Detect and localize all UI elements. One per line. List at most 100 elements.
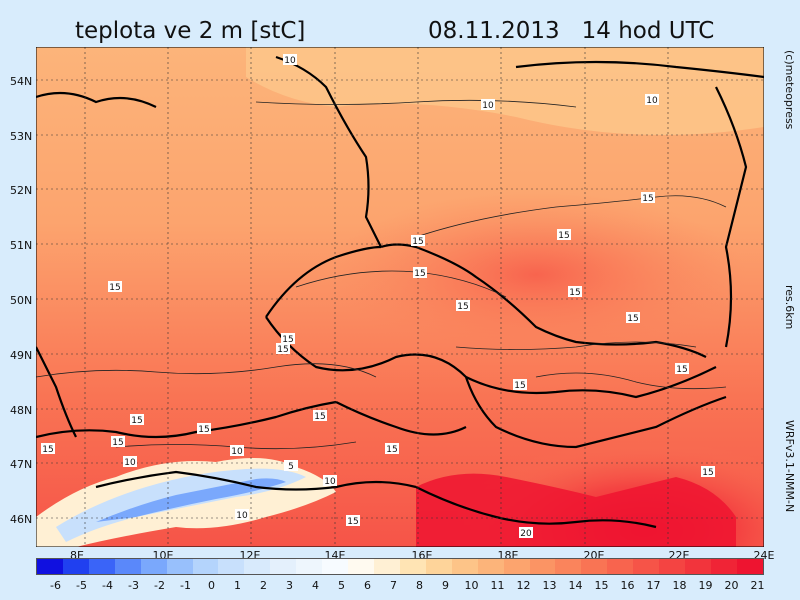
color-legend-swatch xyxy=(710,559,737,574)
color-legend-swatch xyxy=(62,559,89,574)
contour-label: 15 xyxy=(314,412,325,422)
color-legend-swatch xyxy=(37,559,63,574)
color-legend-label: 17 xyxy=(646,579,661,592)
contour-label: 15 xyxy=(386,445,397,455)
contour-label: 15 xyxy=(627,314,638,324)
contour-label: 15 xyxy=(414,269,425,279)
contour-label: 15 xyxy=(131,416,142,426)
color-legend-label: 7 xyxy=(390,579,397,592)
contour-label: 15 xyxy=(558,231,569,241)
color-legend-label: 6 xyxy=(364,579,371,592)
color-legend-label: 3 xyxy=(286,579,293,592)
contour-label: 10 xyxy=(646,96,658,106)
contour-label: 15 xyxy=(42,445,53,455)
warm-central-zone xyxy=(176,167,764,407)
color-legend-swatch xyxy=(322,559,349,574)
isotherm-lines xyxy=(36,99,727,450)
contour-label: 15 xyxy=(412,237,423,247)
contour-label: 15 xyxy=(642,194,653,204)
temperature-map: 10 10 10 15 15 15 15 15 15 15 15 15 15 1… xyxy=(36,47,764,547)
color-legend-label: 21 xyxy=(750,579,765,592)
lat-label-54n: 54N xyxy=(10,75,33,88)
contour-label: 15 xyxy=(277,345,288,355)
map-datetime: 08.11.2013 14 hod UTC xyxy=(428,18,715,44)
color-legend-swatch xyxy=(348,559,374,574)
color-legend-swatch xyxy=(529,559,556,574)
contour-label: 15 xyxy=(569,288,580,298)
color-legend-bar xyxy=(36,558,764,575)
contour-label: 15 xyxy=(676,365,687,375)
contour-label: 10 xyxy=(284,56,296,66)
color-legend-swatch xyxy=(114,559,141,574)
color-legend-label: -1 xyxy=(180,579,191,592)
color-legend-label: 8 xyxy=(416,579,423,592)
color-legend-label: 15 xyxy=(594,579,609,592)
contour-label: 15 xyxy=(282,335,293,345)
contour-label: 15 xyxy=(514,381,525,391)
contour-label: 15 xyxy=(457,302,468,312)
color-legend-label: 4 xyxy=(312,579,319,592)
color-legend-label: 2 xyxy=(260,579,267,592)
color-legend-swatch xyxy=(270,559,297,574)
lat-label-50n: 50N xyxy=(10,294,33,307)
copyright-label: (c)meteopress xyxy=(783,50,796,130)
color-legend-swatch xyxy=(296,559,323,574)
color-legend-label: -5 xyxy=(76,579,87,592)
color-legend-swatch xyxy=(503,559,530,574)
country-borders xyxy=(36,55,764,529)
lat-label-51n: 51N xyxy=(10,239,33,252)
alps-coldest-zone xyxy=(96,478,286,522)
contour-label: 5 xyxy=(288,462,294,472)
color-legend-label: -4 xyxy=(102,579,113,592)
lat-label-49n: 49N xyxy=(10,349,33,362)
color-legend-label: -3 xyxy=(128,579,139,592)
color-legend-label: 1 xyxy=(234,579,241,592)
lat-label-46n: 46N xyxy=(10,513,33,526)
resolution-label: res.6km xyxy=(783,285,796,330)
color-legend-swatch xyxy=(218,559,245,574)
contour-label: 10 xyxy=(231,447,243,457)
color-legend-swatch xyxy=(555,559,582,574)
baltic-cool-zone xyxy=(246,47,764,135)
color-legend-swatch xyxy=(451,559,478,574)
color-legend-label: 10 xyxy=(464,579,479,592)
color-legend-label: 18 xyxy=(672,579,687,592)
color-legend-label: 12 xyxy=(516,579,531,592)
color-legend-swatch xyxy=(425,559,452,574)
color-legend-label: 9 xyxy=(442,579,449,592)
contour-label: 20 xyxy=(520,529,532,539)
contour-label: 15 xyxy=(347,517,358,527)
contour-label: 15 xyxy=(109,283,120,293)
color-legend-label: 0 xyxy=(208,579,215,592)
contour-label: 15 xyxy=(112,438,123,448)
color-legend-swatch xyxy=(373,559,400,574)
contour-label: 10 xyxy=(124,458,136,468)
contour-label: 15 xyxy=(198,425,209,435)
color-legend-label: 11 xyxy=(490,579,505,592)
color-legend-swatch xyxy=(244,559,271,574)
contour-label: 10 xyxy=(236,511,248,521)
model-label: WRFv3.1-NMM-N xyxy=(783,420,796,513)
color-legend-swatch xyxy=(736,559,763,574)
color-legend-swatch xyxy=(140,559,167,574)
color-legend-label: 14 xyxy=(568,579,583,592)
map-canvas: 10 10 10 15 15 15 15 15 15 15 15 15 15 1… xyxy=(36,47,764,547)
contour-label: 10 xyxy=(324,477,336,487)
lat-label-47n: 47N xyxy=(10,458,33,471)
color-legend-swatch xyxy=(88,559,115,574)
color-legend-label: -6 xyxy=(50,579,61,592)
map-title: teplota ve 2 m [stC] xyxy=(75,18,306,44)
color-legend-swatch xyxy=(633,559,660,574)
color-legend-label: 13 xyxy=(542,579,557,592)
color-legend-label: -2 xyxy=(154,579,165,592)
color-legend-swatch xyxy=(685,559,711,574)
color-legend-swatch xyxy=(607,559,634,574)
color-legend-swatch xyxy=(477,559,504,574)
lat-label-53n: 53N xyxy=(10,130,33,143)
lat-label-48n: 48N xyxy=(10,404,33,417)
color-legend-swatch xyxy=(399,559,426,574)
graticule xyxy=(36,47,764,547)
color-legend-swatch xyxy=(581,559,608,574)
color-legend-label: 19 xyxy=(698,579,713,592)
contour-value-labels: 10 10 10 15 15 15 15 15 15 15 15 15 15 1… xyxy=(41,54,715,539)
